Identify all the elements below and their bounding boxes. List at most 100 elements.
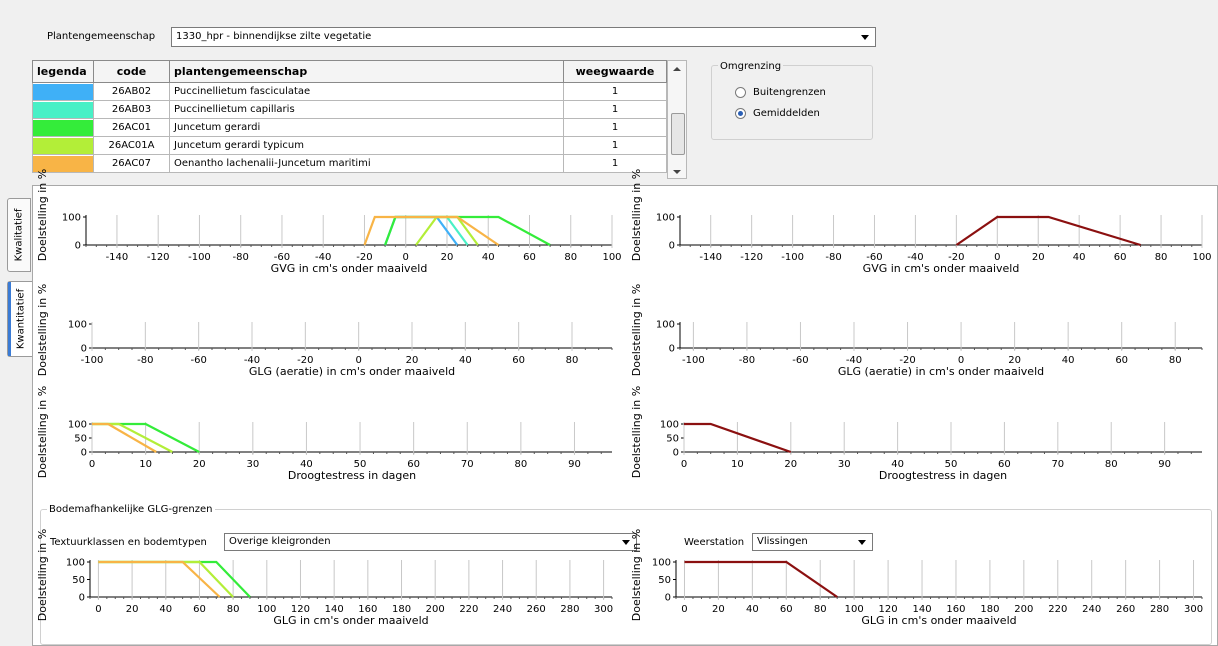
header-weegwaarde[interactable]: weegwaarde [563,60,667,83]
station-select[interactable]: Vlissingen [752,533,873,551]
scroll-down-icon[interactable] [673,170,681,174]
x-tick-label: 0 [958,355,964,366]
header-plantengemeenschap[interactable]: plantengemeenschap [169,60,564,83]
legend-row[interactable]: 26AC01 Juncetum gerardi 1 [32,118,667,137]
legend-color-swatch [32,154,94,173]
x-tick-label: 40 [1062,355,1075,366]
color-swatch [33,155,93,172]
x-tick-label: 70 [1051,459,1064,470]
legend-scrollbar[interactable] [667,60,687,179]
x-tick-label: 80 [1105,459,1118,470]
plant-community-select[interactable]: 1330_hpr - binnendijkse zilte vegetatie [171,27,876,47]
x-tick-label: 60 [193,604,206,615]
y-axis-label: Doelstelling in % [36,284,49,376]
header-legenda[interactable]: legenda [32,60,94,83]
x-tick-label: 220 [459,604,478,615]
radio-buitengrenzen[interactable] [735,87,746,98]
scroll-up-icon[interactable] [673,67,681,71]
x-tick-label: -60 [190,355,206,366]
x-tick-label: 240 [493,604,512,615]
x-tick-label: 100 [257,604,276,615]
radio-gemiddelden[interactable] [735,108,746,119]
x-tick-label: -100 [682,355,705,366]
radio-gemiddelden-label[interactable]: Gemiddelden [753,108,820,119]
x-tick-label: 70 [461,459,474,470]
x-tick-label: 60 [1115,355,1128,366]
x-tick-label: 40 [746,604,759,615]
legend-row[interactable]: 26AB03 Puccinellietum capillaris 1 [32,100,667,119]
x-tick-label: -120 [147,252,170,263]
x-axis-label: GVG in cm's onder maaiveld [863,262,1020,275]
x-tick-label: 80 [566,355,579,366]
x-tick-label: -60 [792,355,808,366]
y-axis-label: Doelstelling in % [630,169,643,261]
x-tick-label: 0 [681,459,687,470]
legend-row[interactable]: 26AC07 Oenantho lachenalii-Juncetum marit… [32,154,667,173]
boundary-title: Omgrenzing [718,61,784,72]
x-tick-label: 80 [1155,252,1168,263]
x-tick-label: 160 [946,604,965,615]
scroll-thumb[interactable] [671,113,685,155]
y-tick-label: 50 [658,575,671,586]
y-tick-label: 0 [669,241,675,252]
y-axis-label: Doelstelling in % [630,529,643,621]
y-tick-label: 100 [68,320,87,331]
x-tick-label: 0 [95,604,101,615]
station-label: Weerstation [684,537,745,548]
x-tick-label: 40 [891,459,904,470]
x-tick-label: -20 [297,355,313,366]
x-tick-label: 10 [139,459,152,470]
y-tick-label: 100 [68,420,87,431]
series-line [955,215,1141,247]
x-tick-label: -20 [356,252,372,263]
x-axis-label: GVG in cm's onder maaiveld [271,262,428,275]
y-tick-label: 100 [652,558,671,569]
legend-color-swatch [32,118,94,137]
series-line [92,422,157,453]
texture-select[interactable]: Overige kleigronden [224,533,637,551]
x-tick-label: 60 [780,604,793,615]
x-tick-label: -40 [315,252,331,263]
y-tick-label: 0 [79,593,85,604]
y-tick-label: 100 [66,558,85,569]
x-tick-label: 120 [291,604,310,615]
y-axis-label: Doelstelling in % [630,284,643,376]
x-tick-label: 300 [1184,604,1203,615]
x-tick-label: 90 [568,459,581,470]
x-tick-label: 0 [89,459,95,470]
x-tick-label: 120 [879,604,898,615]
x-tick-label: -40 [846,355,862,366]
plant-community-value: 1330_hpr - binnendijkse zilte vegetatie [176,31,372,42]
x-tick-label: -100 [781,252,804,263]
y-tick-label: 50 [74,434,87,445]
x-tick-label: -100 [81,355,104,366]
y-tick-label: 0 [81,344,87,355]
x-tick-label: 50 [354,459,367,470]
x-axis-label: GLG (aeratie) in cm's onder maaiveld [249,365,455,378]
x-tick-label: 300 [594,604,613,615]
header-code[interactable]: code [93,60,170,83]
radio-buitengrenzen-label[interactable]: Buitengrenzen [753,87,826,98]
x-tick-label: 20 [441,252,454,263]
x-tick-label: -20 [948,252,964,263]
x-tick-label: 40 [459,355,472,366]
x-tick-label: 90 [1158,459,1171,470]
color-swatch [33,119,93,136]
y-tick-label: 100 [656,213,675,224]
series-line [684,422,792,454]
y-tick-label: 100 [660,420,679,431]
x-axis-label: GLG in cm's onder maaiveld [273,614,428,627]
tab-kwantitatief[interactable]: Kwantitatief [7,281,33,357]
x-tick-label: 40 [482,252,495,263]
texture-value: Overige kleigronden [229,536,331,547]
x-tick-label: 260 [527,604,546,615]
x-tick-label: 40 [159,604,172,615]
series-line [98,560,221,598]
legend-weight: 1 [563,136,667,155]
legend-row[interactable]: 26AC01A Juncetum gerardi typicum 1 [32,136,667,155]
x-tick-label: 0 [403,252,409,263]
tab-kwalitatief[interactable]: Kwalitatief [7,198,31,272]
x-tick-label: 100 [845,604,864,615]
y-tick-label: 0 [669,344,675,355]
y-axis-label: Doelstelling in % [630,386,643,478]
